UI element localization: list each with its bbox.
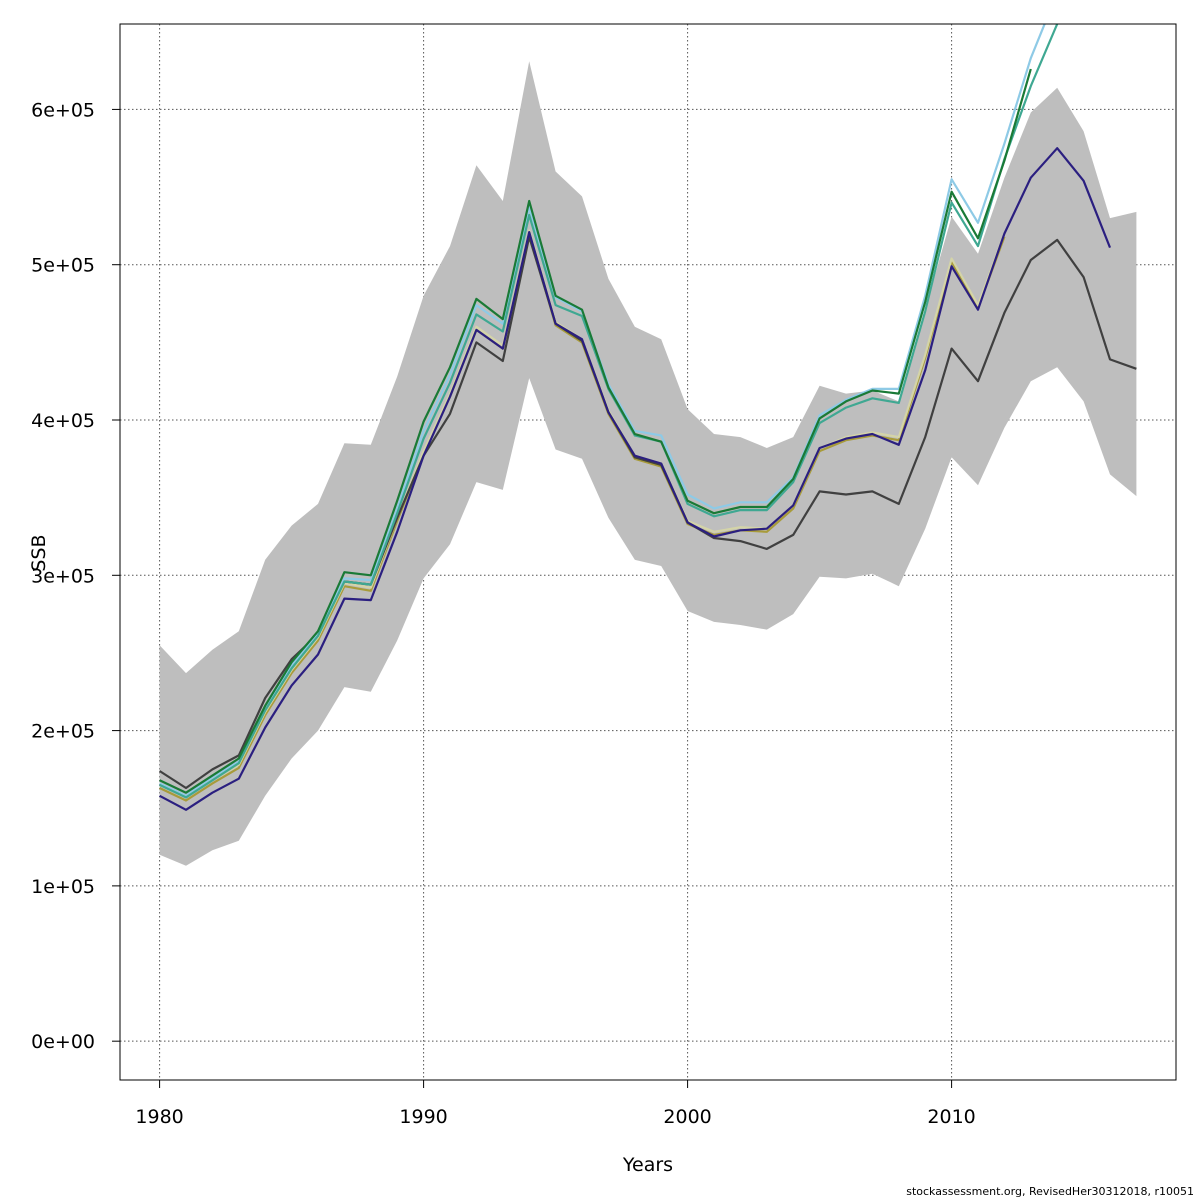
series-line-4 [159,147,1112,811]
x-axis-title: Years [622,1154,673,1176]
x-tick-label: 1990 [399,1106,447,1128]
x-tick-label: 2010 [927,1106,975,1128]
y-tick-label: 3e+05 [31,565,95,587]
y-tick-label: 1e+05 [31,876,95,898]
y-axis: 0e+00 1e+05 2e+05 3e+05 4e+05 5e+05 6e+05 [31,99,121,1053]
y-tick-label: 5e+05 [31,255,95,277]
series-layer [159,24,1137,811]
y-tick-label: 4e+05 [31,410,95,432]
y-tick-label: 0e+00 [31,1031,95,1053]
x-tick-label: 2000 [663,1106,711,1128]
footer-credit: stockassessment.org, RevisedHer30312018,… [906,1185,1194,1198]
y-tick-label: 6e+05 [31,99,95,121]
x-axis: 1980 1990 2000 2010 [135,1079,976,1128]
series-line-7 [159,68,1032,794]
y-axis-title: SSB [28,534,50,571]
x-tick-label: 1980 [135,1106,183,1128]
y-tick-label: 2e+05 [31,721,95,743]
